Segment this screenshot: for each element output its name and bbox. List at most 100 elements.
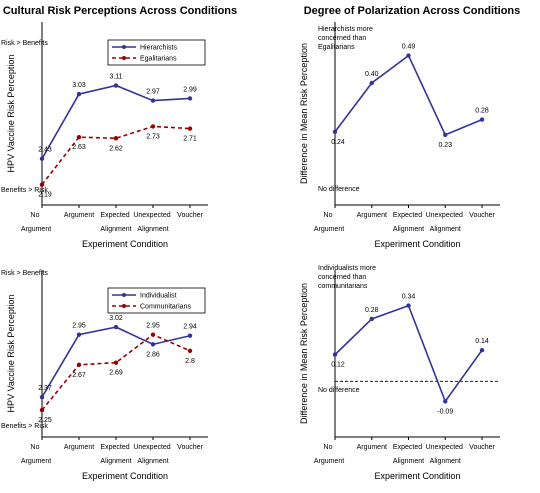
data-label: 0.12 bbox=[331, 362, 345, 369]
data-point bbox=[443, 132, 448, 138]
data-label: 2.86 bbox=[146, 351, 160, 358]
x-axis-title: Experiment Condition bbox=[82, 471, 168, 481]
data-label: 0.24 bbox=[331, 139, 345, 146]
x-tick-label: Voucher bbox=[469, 444, 495, 451]
data-label: 2.43 bbox=[38, 147, 52, 154]
data-label: 2.71 bbox=[183, 136, 197, 143]
x-tick-label: Expected Alignment bbox=[393, 212, 424, 233]
data-point bbox=[113, 324, 119, 330]
data-point bbox=[39, 156, 45, 161]
data-point bbox=[369, 316, 374, 322]
x-tick-label: Unexpected Alignment bbox=[426, 444, 465, 465]
data-point bbox=[406, 53, 411, 58]
data-label: 3.11 bbox=[109, 74, 122, 81]
x-tick-label: Unexpected Alignment bbox=[426, 212, 465, 233]
legend-label: Hierarchists bbox=[140, 45, 177, 52]
x-axis-title: Experiment Condition bbox=[82, 239, 168, 249]
data-label: 3.03 bbox=[72, 82, 86, 89]
x-tick-label: Voucher bbox=[469, 212, 495, 219]
data-point bbox=[150, 332, 156, 337]
data-label: 3.02 bbox=[109, 315, 123, 322]
legend-label: Individualist bbox=[140, 293, 177, 300]
y-axis-title: Difference in Mean Risk Perception bbox=[299, 43, 309, 184]
data-point bbox=[187, 126, 193, 131]
x-axis-title: Experiment Condition bbox=[374, 239, 460, 249]
data-point bbox=[113, 136, 119, 141]
legend-label: Communitarians bbox=[140, 304, 191, 311]
legend-marker bbox=[122, 304, 126, 308]
data-point bbox=[76, 91, 82, 97]
x-tick-label: Voucher bbox=[177, 212, 203, 219]
annotation: Risk > Benefits bbox=[1, 40, 48, 47]
data-point bbox=[150, 342, 156, 347]
data-point bbox=[369, 80, 374, 86]
series-line bbox=[41, 125, 191, 186]
data-label: 2.37 bbox=[38, 385, 52, 392]
annotation: Benefits > Risk bbox=[1, 187, 48, 194]
x-axis-title: Experiment Condition bbox=[374, 471, 460, 481]
data-label: 2.95 bbox=[146, 323, 160, 330]
y-axis-title: HPV Vaccine Risk Perception bbox=[6, 55, 16, 173]
data-point bbox=[76, 332, 82, 337]
data-point bbox=[332, 352, 338, 357]
x-tick-label: Argument bbox=[64, 212, 94, 219]
data-label: 0.28 bbox=[475, 108, 489, 115]
data-label: 2.99 bbox=[183, 86, 197, 93]
data-point bbox=[479, 117, 485, 122]
data-label: 0.23 bbox=[438, 142, 452, 149]
data-label: 0.28 bbox=[365, 307, 379, 314]
data-label: 0.49 bbox=[402, 44, 416, 51]
data-label: 2.63 bbox=[72, 144, 86, 151]
data-label: -0.09 bbox=[437, 408, 453, 415]
legend-marker bbox=[122, 56, 126, 60]
data-point bbox=[150, 98, 156, 103]
data-point bbox=[187, 348, 193, 354]
x-tick-label: Unexpected Alignment bbox=[133, 444, 172, 465]
annotation: Risk > Benefits bbox=[1, 270, 48, 277]
y-axis-title: HPV Vaccine Risk Perception bbox=[6, 295, 16, 413]
data-label: 2.73 bbox=[146, 133, 160, 140]
x-tick-label: Argument bbox=[64, 444, 94, 451]
annotation: No difference bbox=[318, 186, 360, 193]
data-label: 0.40 bbox=[365, 71, 379, 78]
data-label: 2.25 bbox=[38, 417, 52, 424]
data-point bbox=[113, 83, 119, 88]
data-point bbox=[113, 360, 119, 365]
data-point bbox=[443, 399, 448, 404]
x-tick-label: No Argument bbox=[21, 212, 51, 233]
data-point bbox=[332, 129, 338, 134]
x-tick-label: No Argument bbox=[314, 212, 344, 233]
data-point bbox=[406, 303, 411, 308]
data-point bbox=[39, 182, 45, 187]
chart-title: Degree of Polarization Across Conditions bbox=[304, 5, 521, 17]
data-point bbox=[150, 124, 156, 129]
annotation: No difference bbox=[318, 387, 360, 394]
x-tick-label: No Argument bbox=[21, 444, 51, 465]
data-point bbox=[76, 134, 82, 140]
data-label: 2.67 bbox=[72, 372, 86, 379]
data-point bbox=[76, 362, 82, 368]
legend-label: Egalitarians bbox=[140, 56, 177, 63]
data-label: 2.97 bbox=[146, 89, 160, 96]
x-tick-label: Expected Alignment bbox=[393, 444, 424, 465]
data-label: 0.14 bbox=[475, 338, 489, 345]
y-axis-title: Difference in Mean Risk Perception bbox=[299, 283, 309, 424]
x-tick-label: Expected Alignment bbox=[100, 212, 131, 233]
x-tick-label: No Argument bbox=[314, 444, 344, 465]
annotation: Hierarchists more concerned than Egalita… bbox=[318, 26, 375, 51]
annotation: Benefits > Risk bbox=[1, 423, 48, 430]
x-tick-label: Argument bbox=[357, 212, 387, 219]
data-label: 2.95 bbox=[72, 323, 86, 330]
data-label: 2.19 bbox=[38, 192, 52, 199]
legend-box bbox=[107, 39, 206, 66]
legend-marker bbox=[122, 293, 126, 297]
annotation: Individualists more concerned than commu… bbox=[318, 265, 378, 290]
series-line bbox=[334, 54, 483, 136]
x-tick-label: Expected Alignment bbox=[100, 444, 131, 465]
chart-title: Cultural Risk Perceptions Across Conditi… bbox=[3, 5, 237, 17]
x-tick-label: Voucher bbox=[177, 444, 203, 451]
data-point bbox=[479, 347, 485, 353]
series-line bbox=[41, 333, 191, 411]
data-point bbox=[39, 394, 45, 400]
